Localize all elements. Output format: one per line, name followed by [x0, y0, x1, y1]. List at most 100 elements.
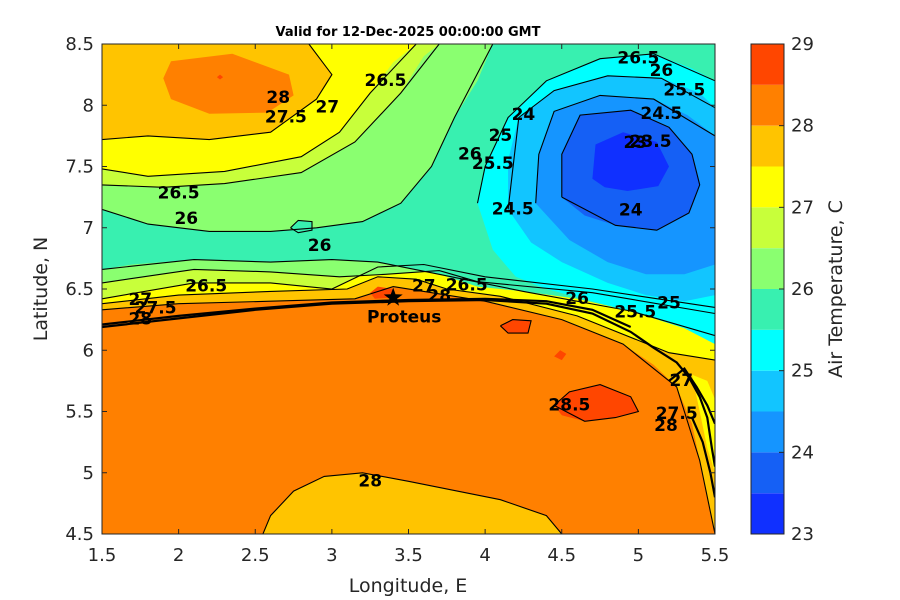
site-label: Proteus — [367, 308, 441, 328]
y-tick-label: 6.5 — [65, 279, 94, 300]
chart-title: Valid for 12-Dec-2025 00:00:00 GMT — [276, 25, 541, 40]
colorbar-segment — [751, 452, 784, 494]
contour-label-2: 27 — [315, 98, 339, 118]
site-star-marker — [383, 287, 403, 306]
contour-label-7: 25.5 — [472, 154, 514, 174]
contour-line-9 — [102, 268, 715, 315]
contour-label-9: 24 — [512, 105, 536, 125]
colorbar: 23 24 25 26 27 28 29 — [750, 34, 814, 545]
contour-line-0 — [102, 44, 333, 141]
x-axis-label: Longitude, E — [349, 575, 468, 597]
colorbar-segment — [751, 207, 784, 249]
contour-label-18: 26 — [308, 236, 332, 256]
contour-line-7 — [561, 109, 701, 231]
colorbar-tick-label: 27 — [791, 197, 814, 218]
x-tick-label: 1.5 — [88, 545, 117, 566]
region-band-28-75-a — [554, 384, 639, 422]
contour-label-10: 24.5 — [492, 199, 534, 219]
colorbar-segment — [751, 166, 784, 208]
contour-label-16: 23 — [623, 133, 647, 153]
x-tick-label: 3 — [326, 545, 337, 566]
colorbar-tick-label: 24 — [791, 442, 814, 463]
region-band-28-25-north — [163, 53, 294, 114]
contour-line-2 — [102, 44, 440, 188]
x-axis: 1.5 2 2.5 3 3.5 4 4.5 5 5.5 — [88, 44, 729, 566]
x-tick-label: 4.5 — [547, 545, 576, 566]
site-marker-group: Proteus — [367, 287, 441, 328]
contour-label-11: 26.5 — [617, 49, 659, 69]
colorbar-segment — [751, 44, 784, 85]
colorbar-segment — [751, 370, 784, 412]
region-band-28-75-c — [554, 350, 567, 361]
contour-line-16 — [290, 219, 313, 234]
contour-label-23: 27.5 — [135, 299, 177, 319]
contour-label-31: 27 — [669, 371, 693, 391]
region-band-28-25-south — [102, 286, 715, 534]
x-tick-label: 2 — [173, 545, 184, 566]
contour-label-32: 27.5 — [656, 404, 698, 424]
contour-line-3 — [102, 44, 494, 232]
contour-label-6: 26 — [458, 144, 482, 164]
contour-line-10 — [102, 263, 715, 308]
coastline-main — [102, 298, 715, 467]
x-tick-label: 4 — [479, 545, 490, 566]
contour-label-25: 28 — [427, 286, 451, 306]
region-band-27-25-east — [692, 374, 715, 473]
contour-label-27: 25.5 — [614, 302, 656, 322]
contour-label-29: 28.5 — [548, 395, 590, 415]
contour-label-8: 25 — [489, 126, 513, 146]
contour-label-3: 26.5 — [365, 71, 407, 91]
contour-label-17: 24 — [619, 201, 643, 221]
colorbar-tick-label: 25 — [791, 361, 814, 382]
contour-line-11 — [102, 276, 715, 361]
region-band-23-25 — [592, 132, 669, 191]
y-axis: 4.5 5 5.5 6 6.5 7 7.5 8 8.5 — [65, 34, 715, 545]
contour-label-24: 28 — [128, 310, 152, 330]
contour-label-19: 26.5 — [185, 277, 227, 297]
coastline — [102, 297, 715, 498]
contour-label-4: 26.5 — [158, 183, 200, 203]
contour-label-1: 27.5 — [265, 108, 307, 128]
contour-label-12: 26 — [650, 61, 674, 81]
colorbar-segment — [751, 289, 784, 330]
contour-line-8 — [102, 259, 715, 337]
contour-label-5: 26 — [174, 209, 198, 229]
y-tick-label: 7.5 — [65, 157, 94, 178]
contour-label-21: 26.5 — [446, 275, 488, 295]
y-tick-label: 8.5 — [65, 34, 94, 55]
x-tick-label: 2.5 — [241, 545, 270, 566]
contour-label-22: 27 — [128, 290, 152, 310]
colorbar-segment — [751, 411, 784, 453]
contour-line-13 — [262, 472, 563, 534]
y-tick-label: 6 — [83, 340, 94, 361]
colorbar-tick-label: 29 — [791, 34, 814, 55]
contour-line-6 — [535, 94, 715, 204]
colorbar-tick-label: 28 — [791, 116, 814, 137]
contour-line-1 — [102, 44, 417, 177]
coastline-delta-b — [690, 417, 715, 498]
y-tick-label: 5 — [83, 463, 94, 484]
contour-label-20: 27 — [412, 277, 436, 297]
x-tick-label: 5 — [633, 545, 644, 566]
contour-label-13: 25.5 — [663, 81, 705, 101]
y-tick-label: 7 — [83, 218, 94, 239]
colorbar-segment — [751, 248, 784, 289]
region-band-28-75-b — [500, 319, 532, 334]
contour-lines — [102, 44, 715, 534]
contour-line-14 — [553, 384, 640, 422]
colorbar-segment — [751, 125, 784, 167]
contour-label-28: 25 — [657, 294, 681, 314]
colorbar-segment — [751, 493, 784, 534]
x-tick-label: 3.5 — [394, 545, 423, 566]
contour-line-5 — [507, 75, 715, 210]
colorbar-segment — [751, 84, 784, 126]
contour-line-12 — [102, 286, 715, 534]
contour-label-14: 24.5 — [640, 104, 682, 124]
y-axis-label: Latitude, N — [30, 237, 52, 342]
y-tick-label: 4.5 — [65, 524, 94, 545]
contour-label-26: 26 — [565, 289, 589, 309]
colorbar-segment — [751, 329, 784, 371]
